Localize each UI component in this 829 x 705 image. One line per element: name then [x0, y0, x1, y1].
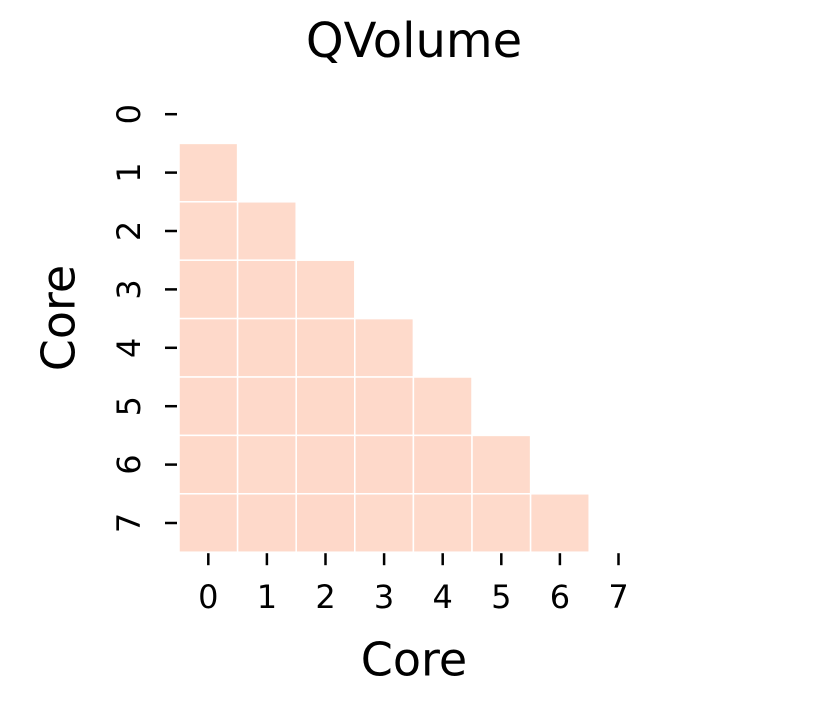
heatmap-cell — [471, 493, 532, 553]
heatmap-cell — [178, 434, 239, 495]
heatmap-cell — [295, 317, 356, 378]
y-tick-label: 3 — [110, 279, 148, 299]
y-tick-label: 6 — [110, 454, 148, 474]
heatmap-cell — [354, 317, 415, 378]
heatmap-cell — [295, 376, 356, 437]
x-tick-label: 2 — [315, 578, 335, 616]
heatmap-cell — [236, 493, 297, 553]
x-tick-label: 4 — [433, 578, 453, 616]
heatmap-cell — [178, 317, 239, 378]
heatmap-cell — [178, 493, 239, 553]
heatmap-cell — [412, 493, 473, 553]
heatmap-cell — [236, 376, 297, 437]
heatmap-cell — [236, 434, 297, 495]
x-tick-label: 7 — [608, 578, 628, 616]
heatmap-cell — [236, 259, 297, 320]
y-axis-label: Core — [32, 265, 86, 371]
heatmap-cell — [178, 201, 239, 261]
x-tick-label: 0 — [198, 578, 218, 616]
heatmap-cell — [295, 259, 356, 320]
y-tick-label: 5 — [110, 396, 148, 416]
y-tick-label: 2 — [110, 221, 148, 241]
heatmap-cell — [412, 376, 473, 437]
x-tick-label: 1 — [257, 578, 277, 616]
x-tick-label: 5 — [491, 578, 511, 616]
heatmap-cell — [178, 376, 239, 437]
x-axis-label: Core — [361, 633, 467, 687]
y-tick-label: 0 — [110, 104, 148, 124]
heatmap-cell — [354, 493, 415, 553]
heatmap-cell — [354, 376, 415, 437]
heatmap-cell — [354, 434, 415, 495]
x-tick-label: 6 — [550, 578, 570, 616]
heatmap-cell — [295, 434, 356, 495]
heatmap-cell — [529, 493, 590, 553]
heatmap-cell — [236, 317, 297, 378]
y-tick-label: 4 — [110, 338, 148, 358]
heatmap-cell — [178, 142, 239, 203]
chart-title: QVolume — [306, 13, 522, 69]
heatmap-cell — [236, 201, 297, 261]
x-tick-label: 3 — [374, 578, 394, 616]
heatmap-cell — [471, 434, 532, 495]
y-tick-label: 7 — [110, 513, 148, 533]
heatmap-cell — [412, 434, 473, 495]
heatmap-cell — [295, 493, 356, 553]
heatmap-cell — [178, 259, 239, 320]
y-tick-label: 1 — [110, 162, 148, 182]
